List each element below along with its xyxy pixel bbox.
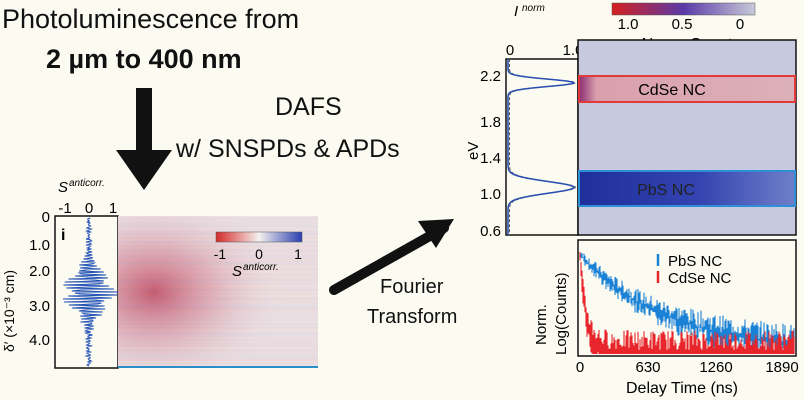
method-line2: w/ SNSPDs & APDs [176,135,400,163]
interf-top-tick: 0 [85,200,93,217]
cdse-band-fill [579,76,795,102]
transform-line2: Transform [367,306,458,328]
interf-top-axis-label: S [58,179,68,196]
spectrum-trace [507,59,577,235]
interf-top-tick: -1 [58,200,71,217]
legend-pbs-label: PbS NC [668,253,722,270]
interf-y-tick: 3.0 [29,298,50,315]
interf-y-tick: 4.0 [29,332,50,349]
spectrum-top-axis-label: I [514,3,518,20]
interf-colorbar [215,231,303,243]
interf-top-tick: 1 [109,200,117,217]
spectrum-colorbar-tick: 0 [736,16,744,33]
cdse-band-box [578,75,796,103]
headline-line1: Photoluminescence from [2,4,300,34]
spectrum-y-tick: 2.2 [480,68,501,85]
decay-x-tick: 1890 [765,359,798,376]
interf-trace [62,217,119,367]
spectrum-fit-line [509,59,577,235]
diagonal-arrow-icon [329,219,454,295]
spectrum-y-tick: 0.6 [480,223,501,240]
pbs-band-label: PbS NC [637,182,695,199]
interf-y-tick: 0 [42,209,50,226]
decay-x-tick: 630 [635,359,660,376]
interferogram-panel: S anticorr. -1 0 1 i 0 1.0 2.0 3.0 4.0 δ… [1,178,318,369]
interf-y-axis-label: δ′ (×10⁻³ cm) [1,270,17,352]
transform-line1: Fourier [380,276,444,298]
interf-heatmap-lines [118,217,318,365]
decay-x-tick: 0 [576,359,584,376]
spectrum-y-tick: 1.8 [480,114,501,131]
interf-colorbar-tick: 0 [255,246,263,262]
interf-y-tick: 2.0 [29,263,50,280]
decay-series-cdse-nc [579,252,795,354]
decay-x-tick: 1260 [699,359,732,376]
decay-y-label-line2: Log(Counts) [553,272,570,355]
method-line1: DAFS [275,93,342,121]
decay-panel: PbS NC CdSe NC Norm. Log(Counts) 0 630 1… [533,239,799,397]
interf-colorbar-tick: 1 [294,246,302,262]
interf-top-axis-super: anticorr. [69,178,105,189]
interf-colorbar-super: anticorr. [243,262,279,273]
decay-x-axis-label: Delay Time (ns) [626,380,738,397]
decay-y-label-line1: Norm. [533,304,550,345]
legend-cdse-label: CdSe NC [668,270,732,287]
interf-y-tick: 1.0 [29,237,50,254]
interf-colorbar-label: S [232,263,242,280]
spectrum-colorbar [611,2,756,16]
panel-label: i [61,227,65,244]
interferogram-trace-line [62,217,119,367]
spectrum-top-axis-super: norm [522,3,545,14]
spectrum-y-axis-label: eV [465,142,482,160]
spectrum-line [507,59,576,235]
spectrum-top-tick: 0 [506,42,514,59]
down-arrow-icon [116,88,172,190]
spectrum-box [505,58,579,236]
pbs-band-box [578,170,796,207]
spectrum-y-tick: 1.4 [480,150,501,167]
decay-traces [579,252,795,354]
spectrum-panel: I norm 0 1.0 2.2 1.8 1.4 1.0 0.6 eV 1.0 … [465,2,797,240]
spectrum-y-tick: 1.0 [480,186,501,203]
pbs-band-fill [579,171,795,206]
interf-colorbar-tick: -1 [214,246,227,262]
cdse-band-label: CdSe NC [638,82,706,99]
headline-line2: 2 µm to 400 nm [46,44,242,74]
spectrum-colorbar-tick: 1.0 [618,16,639,33]
spectrum-colorbar-tick: 0.5 [672,16,693,33]
